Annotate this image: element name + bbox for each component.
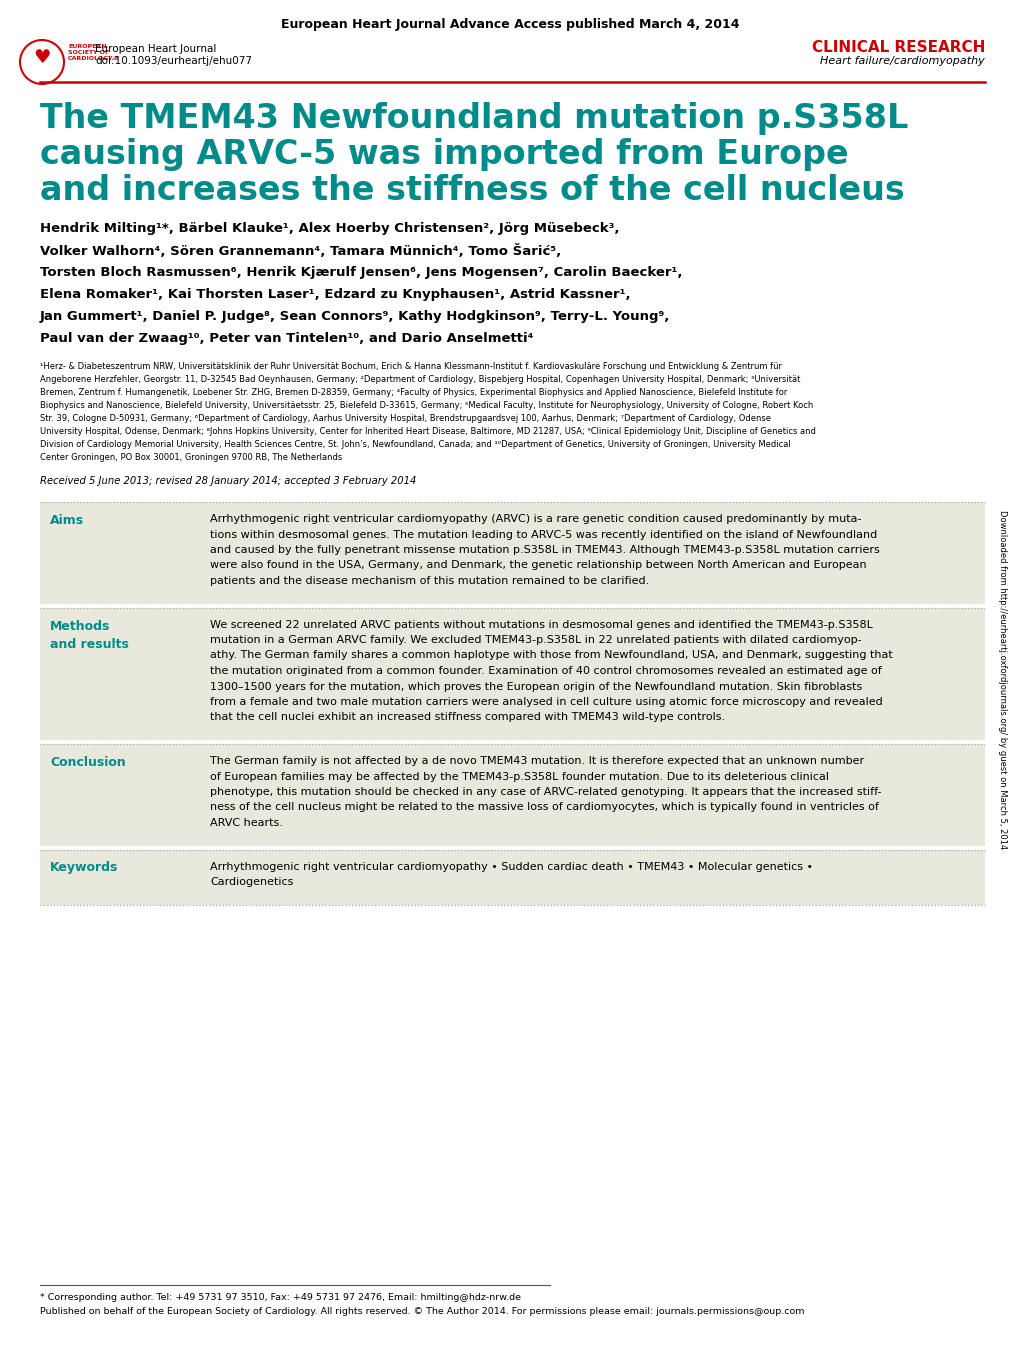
- Text: CLINICAL RESEARCH: CLINICAL RESEARCH: [811, 39, 984, 54]
- Text: Torsten Bloch Rasmussen⁶, Henrik Kjærulf Jensen⁶, Jens Mogensen⁷, Carolin Baecke: Torsten Bloch Rasmussen⁶, Henrik Kjærulf…: [40, 266, 682, 279]
- Text: and results: and results: [50, 637, 128, 651]
- Text: 1300–1500 years for the mutation, which proves the European origin of the Newfou: 1300–1500 years for the mutation, which …: [210, 681, 861, 692]
- Text: Paul van der Zwaag¹⁰, Peter van Tintelen¹⁰, and Dario Anselmetti⁴: Paul van der Zwaag¹⁰, Peter van Tintelen…: [40, 332, 533, 345]
- Text: were also found in the USA, Germany, and Denmark, the genetic relationship betwe: were also found in the USA, Germany, and…: [210, 560, 866, 571]
- Text: Angeborene Herzfehler, Georgstr. 11, D-32545 Bad Oeynhausen, Germany; ²Departmen: Angeborene Herzfehler, Georgstr. 11, D-3…: [40, 375, 800, 385]
- Bar: [40, 607, 984, 741]
- Bar: [40, 849, 984, 905]
- Text: Hendrik Milting¹*, Bärbel Klauke¹, Alex Hoerby Christensen², Jörg Müsebeck³,: Hendrik Milting¹*, Bärbel Klauke¹, Alex …: [40, 222, 619, 235]
- Text: Conclusion: Conclusion: [50, 756, 125, 769]
- Text: Received 5 June 2013; revised 28 January 2014; accepted 3 February 2014: Received 5 June 2013; revised 28 January…: [40, 476, 416, 487]
- Text: Division of Cardiology Memorial University, Health Sciences Centre, St. John’s, : Division of Cardiology Memorial Universi…: [40, 440, 790, 448]
- Text: ARVC hearts.: ARVC hearts.: [210, 818, 282, 828]
- Text: causing ARVC-5 was imported from Europe: causing ARVC-5 was imported from Europe: [40, 139, 848, 171]
- Text: tions within desmosomal genes. The mutation leading to ARVC-5 was recently ident: tions within desmosomal genes. The mutat…: [210, 530, 876, 540]
- Bar: [40, 501, 984, 603]
- Text: doi:10.1093/eurheartj/ehu077: doi:10.1093/eurheartj/ehu077: [95, 56, 252, 67]
- Text: University Hospital, Odense, Denmark; ⁸Johns Hopkins University, Center for Inhe: University Hospital, Odense, Denmark; ⁸J…: [40, 427, 815, 436]
- Text: Center Groningen, PO Box 30001, Groningen 9700 RB, The Netherlands: Center Groningen, PO Box 30001, Groninge…: [40, 453, 342, 462]
- Text: ¹Herz- & Diabeteszentrum NRW, Universitätsklinik der Ruhr Universität Bochum, Er: ¹Herz- & Diabeteszentrum NRW, Universitä…: [40, 361, 782, 371]
- Text: Biophysics and Nanoscience, Bielefeld University, Universitäetsstr. 25, Bielefel: Biophysics and Nanoscience, Bielefeld Un…: [40, 401, 812, 410]
- Text: Arrhythmogenic right ventricular cardiomyopathy • Sudden cardiac death • TMEM43 : Arrhythmogenic right ventricular cardiom…: [210, 862, 812, 871]
- Text: Aims: Aims: [50, 514, 84, 527]
- Text: CARDIOLOGY®: CARDIOLOGY®: [68, 56, 120, 61]
- Text: mutation in a German ARVC family. We excluded TMEM43-p.S358L in 22 unrelated pat: mutation in a German ARVC family. We exc…: [210, 635, 861, 646]
- Text: Published on behalf of the European Society of Cardiology. All rights reserved. : Published on behalf of the European Soci…: [40, 1307, 804, 1316]
- Text: Downloaded from http://eurheartj.oxfordjournals.org/ by guest on March 5, 2014: Downloaded from http://eurheartj.oxfordj…: [997, 511, 1006, 849]
- Text: Volker Walhorn⁴, Sören Grannemann⁴, Tamara Münnich⁴, Tomo Šarić⁵,: Volker Walhorn⁴, Sören Grannemann⁴, Tama…: [40, 245, 560, 258]
- Text: The TMEM43 Newfoundland mutation p.S358L: The TMEM43 Newfoundland mutation p.S358L: [40, 102, 908, 135]
- Text: Jan Gummert¹, Daniel P. Judge⁸, Sean Connors⁹, Kathy Hodgkinson⁹, Terry-L. Young: Jan Gummert¹, Daniel P. Judge⁸, Sean Con…: [40, 310, 669, 323]
- Text: the mutation originated from a common founder. Examination of 40 control chromos: the mutation originated from a common fo…: [210, 666, 880, 675]
- Text: from a female and two male mutation carriers were analysed in cell culture using: from a female and two male mutation carr…: [210, 697, 881, 707]
- Text: patients and the disease mechanism of this mutation remained to be clarified.: patients and the disease mechanism of th…: [210, 576, 649, 586]
- Text: The German family is not affected by a de novo TMEM43 mutation. It is therefore : The German family is not affected by a d…: [210, 756, 863, 766]
- Text: Arrhythmogenic right ventricular cardiomyopathy (ARVC) is a rare genetic conditi: Arrhythmogenic right ventricular cardiom…: [210, 514, 861, 525]
- Text: Methods: Methods: [50, 620, 110, 632]
- Text: Bremen, Zentrum f. Humangenetik, Loebener Str. ZHG, Bremen D-28359, Germany; ⁴Fa: Bremen, Zentrum f. Humangenetik, Loebene…: [40, 389, 787, 397]
- Text: We screened 22 unrelated ARVC patients without mutations in desmosomal genes and: We screened 22 unrelated ARVC patients w…: [210, 620, 872, 629]
- Text: * Corresponding author. Tel: +49 5731 97 3510, Fax: +49 5731 97 2476, Email: hmi: * Corresponding author. Tel: +49 5731 97…: [40, 1292, 521, 1302]
- Text: European Heart Journal Advance Access published March 4, 2014: European Heart Journal Advance Access pu…: [280, 18, 739, 31]
- Bar: [40, 743, 984, 845]
- Text: of European families may be affected by the TMEM43-p.S358L founder mutation. Due: of European families may be affected by …: [210, 772, 828, 781]
- Text: and increases the stiffness of the cell nucleus: and increases the stiffness of the cell …: [40, 174, 904, 207]
- Text: ♥: ♥: [34, 48, 51, 67]
- Text: Str. 39, Cologne D-50931, Germany; ⁶Department of Cardiology, Aarhus University : Str. 39, Cologne D-50931, Germany; ⁶Depa…: [40, 414, 770, 423]
- Text: Elena Romaker¹, Kai Thorsten Laser¹, Edzard zu Knyphausen¹, Astrid Kassner¹,: Elena Romaker¹, Kai Thorsten Laser¹, Edz…: [40, 288, 630, 300]
- Text: and caused by the fully penetrant missense mutation p.S358L in TMEM43. Although : and caused by the fully penetrant missen…: [210, 545, 879, 554]
- Text: European Heart Journal: European Heart Journal: [95, 43, 216, 54]
- Text: Heart failure/cardiomyopathy: Heart failure/cardiomyopathy: [819, 56, 984, 67]
- Text: SOCIETY OF: SOCIETY OF: [68, 50, 109, 54]
- Text: Keywords: Keywords: [50, 862, 118, 874]
- Text: ness of the cell nucleus might be related to the massive loss of cardiomyocytes,: ness of the cell nucleus might be relate…: [210, 803, 878, 813]
- Text: EUROPEAN: EUROPEAN: [68, 43, 107, 49]
- Text: athy. The German family shares a common haplotype with those from Newfoundland, : athy. The German family shares a common …: [210, 651, 892, 660]
- Text: phenotype, this mutation should be checked in any case of ARVC-related genotypin: phenotype, this mutation should be check…: [210, 787, 880, 796]
- Text: that the cell nuclei exhibit an increased stiffness compared with TMEM43 wild-ty: that the cell nuclei exhibit an increase…: [210, 712, 725, 723]
- Text: Cardiogenetics: Cardiogenetics: [210, 877, 293, 887]
